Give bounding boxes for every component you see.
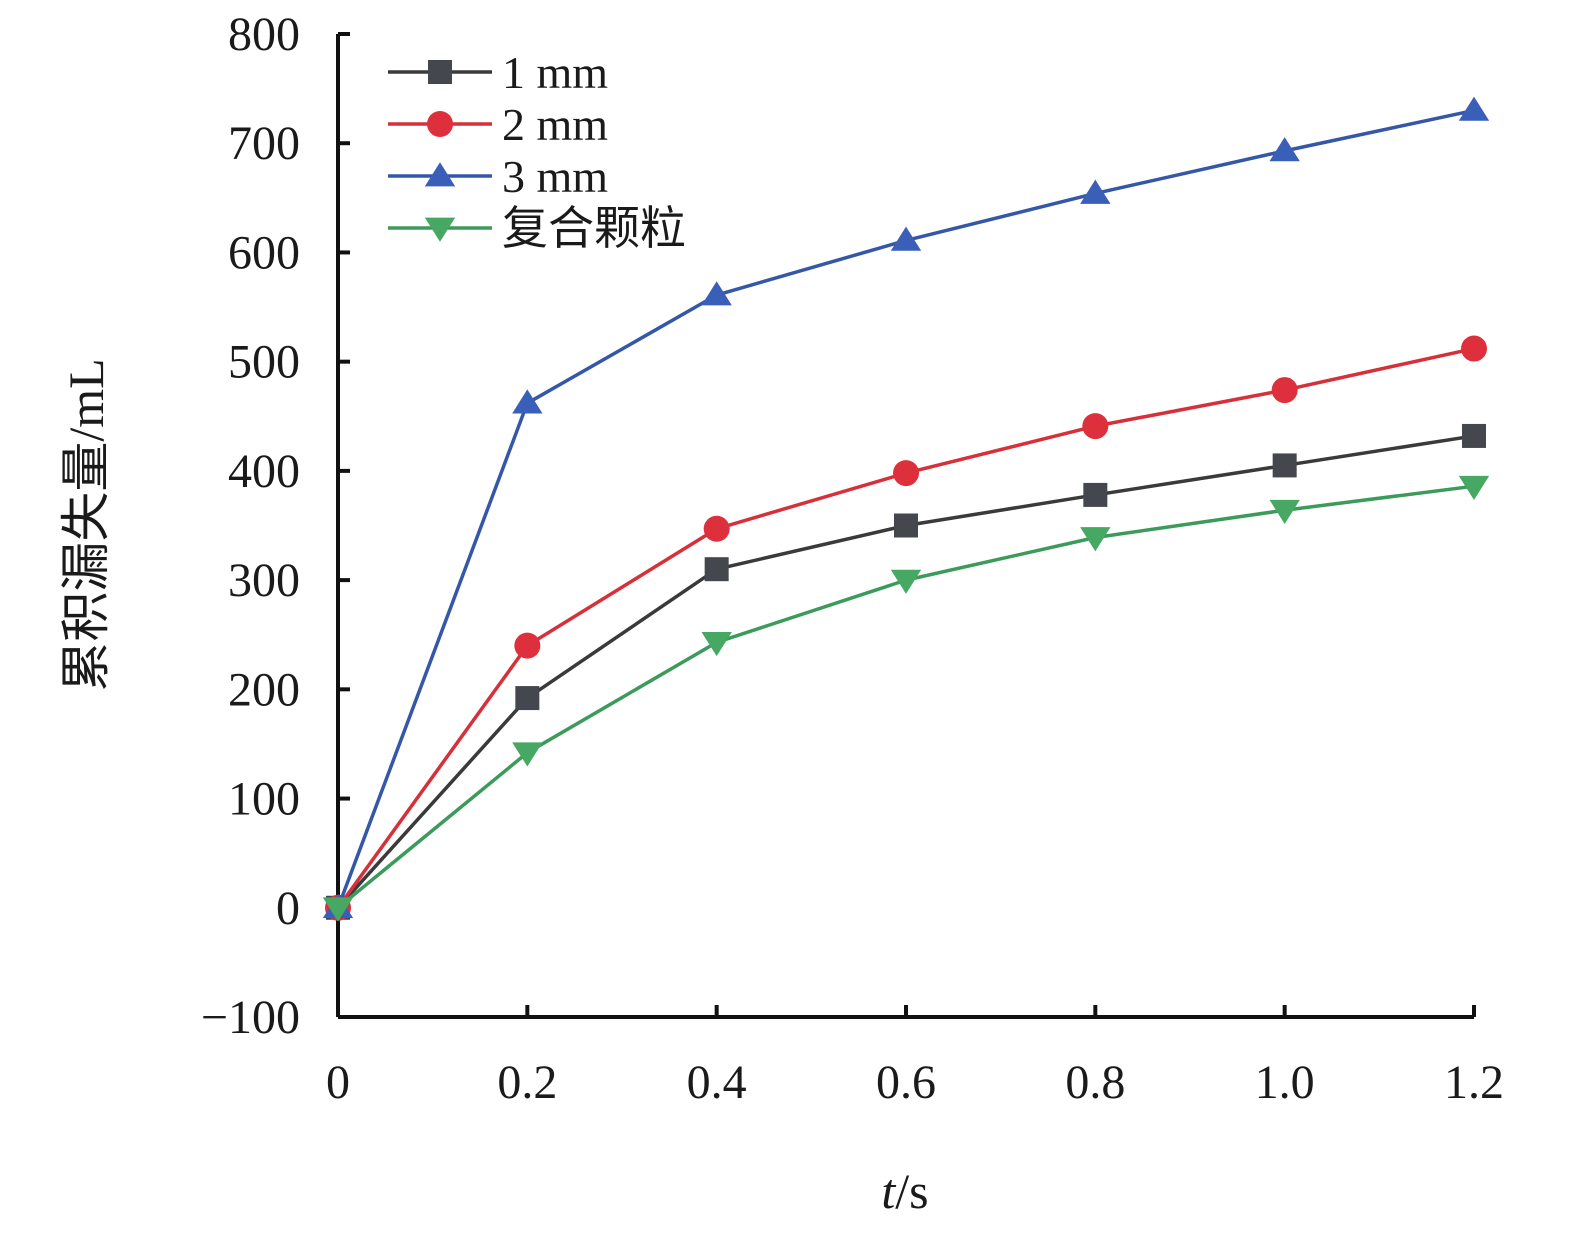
legend-marker [424, 162, 456, 187]
legend-item: 复合颗粒 [388, 203, 686, 254]
data-point [893, 460, 919, 487]
data-point [1272, 453, 1297, 478]
y-tick-label: 800 [228, 8, 300, 61]
data-point [322, 897, 354, 922]
series-line [336, 346, 1475, 909]
data-point [1458, 475, 1490, 500]
data-point [512, 742, 543, 767]
legend-label: 1 mm [502, 47, 608, 98]
legend-label: 2 mm [502, 99, 608, 150]
y-tick-label: 0 [276, 882, 300, 935]
y-tick-label: 600 [228, 226, 300, 279]
x-tick-label: 0 [326, 1056, 350, 1109]
axes: −100 0 100 200 300 400 500 600 700 800 0 0.2 0.4 0.6 0… [201, 8, 1504, 1109]
y-tick-label: 500 [228, 336, 300, 389]
data-point [1462, 423, 1486, 448]
data-point [894, 513, 918, 538]
data-point [701, 632, 732, 657]
y-tick-label: 300 [228, 554, 300, 607]
series-4 [322, 475, 1490, 922]
x-axis-variable: t [881, 1163, 896, 1219]
series-1 [326, 423, 1486, 920]
data-point [514, 632, 541, 659]
y-tick-label: 200 [228, 663, 300, 716]
series-line [336, 484, 1475, 910]
legend-label: 3 mm [502, 151, 608, 202]
legend-marker [424, 217, 456, 242]
data-point [1269, 499, 1300, 525]
x-tick-label: 1.2 [1444, 1056, 1504, 1109]
legend-marker [428, 60, 452, 84]
x-axis-title: t/s [881, 1163, 928, 1219]
y-tick-label: 400 [228, 445, 300, 498]
data-point [890, 226, 922, 251]
data-point [1271, 377, 1298, 404]
y-tick-label: 100 [228, 773, 300, 826]
series-3 [322, 96, 1490, 919]
legend-marker [427, 111, 453, 137]
data-point [704, 557, 729, 582]
y-tick-label: −100 [201, 991, 300, 1044]
data-point [1080, 527, 1111, 552]
data-point [1082, 413, 1109, 440]
x-tick-label: 0.2 [497, 1056, 557, 1109]
series-2 [325, 335, 1487, 921]
x-tick-label: 0.6 [876, 1056, 936, 1109]
legend-label: 复合颗粒 [502, 203, 686, 254]
data-point [703, 515, 730, 542]
legend-item: 2 mm [388, 99, 608, 150]
data-point [1269, 137, 1300, 162]
legend-item: 3 mm [388, 151, 608, 202]
x-tick-label: 0.8 [1065, 1056, 1125, 1109]
legend-item: 1 mm [388, 47, 608, 98]
x-tick-label: 0.4 [687, 1056, 747, 1109]
y-tick-label: 700 [228, 117, 300, 170]
data-point [515, 686, 540, 711]
data-point [1458, 96, 1490, 121]
x-axis-unit: /s [895, 1163, 928, 1219]
data-point [512, 389, 543, 414]
data-point [701, 281, 732, 306]
x-tick-label: 1.0 [1255, 1056, 1315, 1109]
data-point [1083, 482, 1108, 507]
data-point [1080, 179, 1111, 204]
y-axis-title: 累积漏失量/mL [58, 358, 114, 691]
data-point [890, 569, 922, 594]
data-point [1461, 335, 1487, 362]
series-layer [322, 96, 1490, 922]
